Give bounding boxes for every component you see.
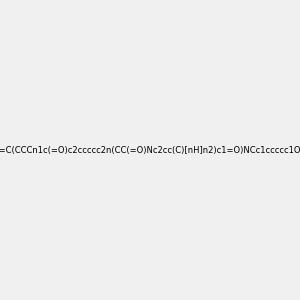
- Text: O=C(CCCn1c(=O)c2ccccc2n(CC(=O)Nc2cc(C)[nH]n2)c1=O)NCc1ccccc1OC: O=C(CCCn1c(=O)c2ccccc2n(CC(=O)Nc2cc(C)[n…: [0, 146, 300, 154]
